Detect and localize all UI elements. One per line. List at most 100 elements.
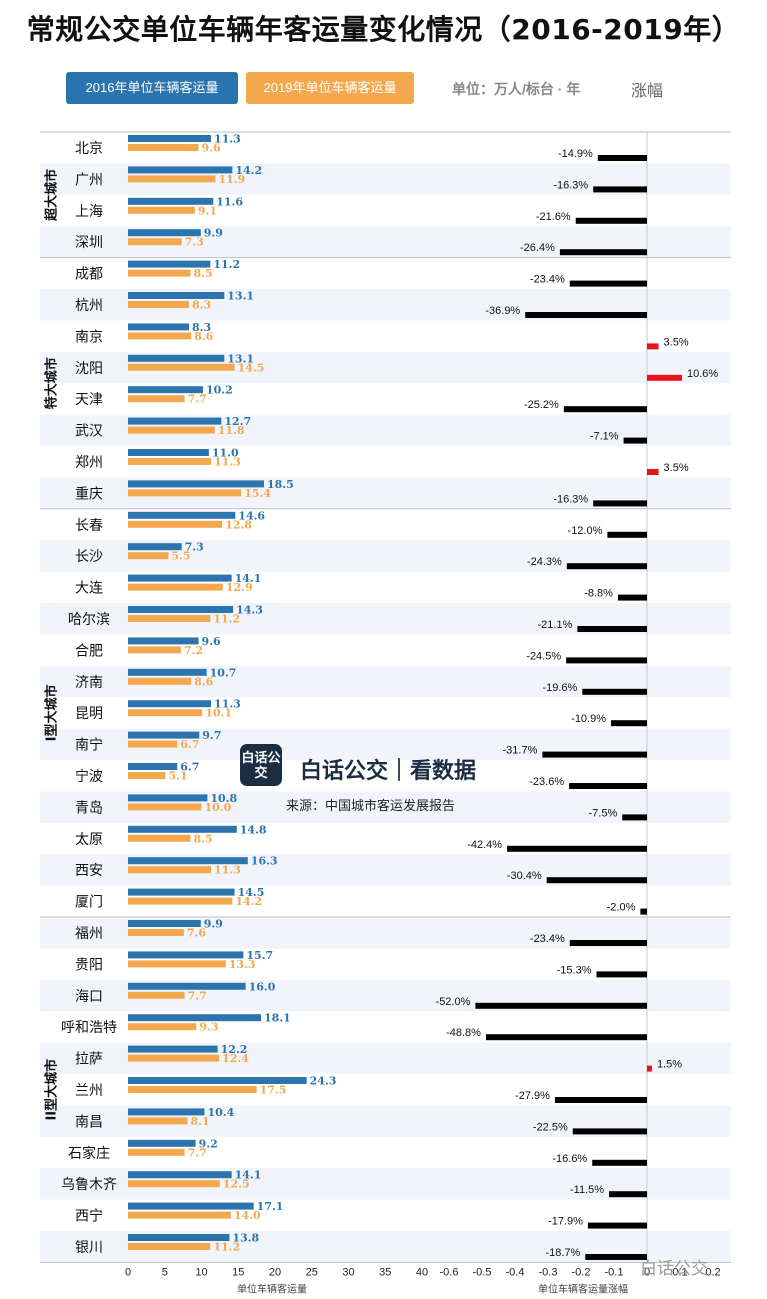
- change-bar: [572, 1128, 647, 1135]
- left-axis-tick: 25: [306, 1266, 318, 1278]
- value-label-2016: 16.0: [249, 980, 276, 993]
- change-bar: [542, 751, 647, 758]
- change-bar: [569, 940, 647, 946]
- value-label-2019: 7.3: [185, 236, 204, 249]
- bar-2016: [128, 260, 211, 268]
- change-bar: [622, 814, 647, 821]
- value-label-2019: 17.5: [260, 1084, 287, 1097]
- value-label-2016: 14.1: [235, 1169, 262, 1182]
- bar-2016: [128, 292, 225, 299]
- bar-2019: [128, 834, 191, 842]
- change-bar: [609, 1191, 647, 1198]
- city-label: 太原: [75, 832, 103, 848]
- value-label-2016: 12.2: [221, 1043, 248, 1056]
- change-bar: [596, 971, 647, 978]
- bar-2019: [128, 803, 202, 811]
- change-bar: [647, 374, 682, 381]
- city-label: 长沙: [75, 549, 103, 565]
- bar-2019: [128, 1243, 211, 1250]
- change-label: -21.6%: [536, 211, 571, 223]
- city-label: 海口: [75, 989, 103, 1005]
- left-axis-label: 单位车辆客运量: [237, 1282, 307, 1295]
- change-bar: [577, 626, 647, 632]
- left-axis-tick: 15: [232, 1266, 244, 1278]
- value-label-2016: 10.2: [206, 384, 233, 397]
- bar-2016: [128, 1139, 196, 1147]
- bar-2016: [128, 700, 212, 708]
- value-label-2019: 12.5: [223, 1178, 250, 1191]
- group-label: I型大城市: [44, 684, 60, 741]
- bar-2019: [128, 960, 226, 968]
- value-label-2016: 14.6: [238, 509, 265, 522]
- bar-2019: [128, 489, 242, 497]
- left-axis-tick: 5: [162, 1266, 168, 1278]
- change-bar: [575, 217, 647, 224]
- change-bar: [559, 249, 647, 256]
- city-label: 银川: [75, 1240, 103, 1256]
- city-label: 青岛: [75, 800, 103, 816]
- value-label-2019: 6.7: [180, 738, 199, 751]
- city-label: 武汉: [75, 424, 103, 440]
- change-bar: [640, 908, 647, 915]
- change-label: -12.0%: [568, 525, 603, 537]
- value-label-2016: 13.1: [227, 290, 254, 303]
- left-axis-tick: 20: [269, 1266, 281, 1278]
- value-label-2019: 7.6: [187, 927, 206, 940]
- change-bar: [607, 531, 647, 538]
- value-label-2016: 14.3: [236, 604, 263, 617]
- bar-2016: [128, 951, 244, 959]
- city-label: 贵阳: [75, 957, 103, 973]
- right-axis-tick: 0.2: [705, 1266, 720, 1278]
- change-label: -27.9%: [515, 1090, 550, 1102]
- change-label: -2.0%: [607, 902, 636, 914]
- change-label: -21.1%: [538, 619, 573, 631]
- change-bar: [617, 594, 647, 601]
- bar-2019: [128, 583, 223, 591]
- value-label-2019: 9.3: [199, 1021, 218, 1034]
- value-label-2019: 15.4: [244, 487, 271, 500]
- change-label: 3.5%: [664, 336, 689, 348]
- value-label-2019: 8.3: [192, 299, 211, 312]
- change-bar: [475, 1002, 647, 1009]
- bar-2016: [128, 731, 200, 739]
- bar-2016: [128, 229, 201, 237]
- value-label-2019: 7.2: [184, 644, 203, 657]
- bar-2019: [128, 740, 178, 748]
- value-label-2016: 7.3: [185, 541, 204, 554]
- value-label-2019: 10.0: [205, 801, 232, 814]
- city-label: 乌鲁木齐: [61, 1177, 117, 1193]
- group-label: 超大城市: [44, 169, 60, 221]
- value-label-2019: 12.9: [226, 581, 253, 594]
- right-axis-tick: -0.4: [506, 1266, 525, 1278]
- bar-2016: [128, 1234, 230, 1241]
- city-label: 杭州: [75, 298, 103, 314]
- city-label: 石家庄: [68, 1145, 110, 1162]
- change-bar: [566, 657, 647, 664]
- value-label-2019: 8.5: [193, 832, 212, 845]
- bar-2016: [128, 511, 236, 519]
- right-axis-tick: -0.6: [440, 1266, 459, 1278]
- right-axis-tick: 0: [644, 1266, 650, 1278]
- change-label: -14.9%: [558, 148, 593, 160]
- city-label: 西安: [75, 863, 103, 879]
- bar-2016: [128, 574, 232, 582]
- change-bar: [507, 845, 647, 852]
- value-label-2019: 7.7: [188, 1146, 207, 1159]
- bar-2016: [128, 888, 235, 896]
- value-label-2019: 7.7: [188, 989, 207, 1002]
- change-label: -31.7%: [503, 745, 538, 757]
- change-label: -7.5%: [589, 807, 618, 819]
- value-label-2016: 12.7: [224, 415, 251, 428]
- left-axis-tick: 30: [342, 1266, 354, 1278]
- value-label-2016: 9.9: [204, 918, 223, 931]
- bar-2019: [128, 1180, 220, 1188]
- right-axis-tick: -0.3: [539, 1266, 558, 1278]
- city-label: 上海: [75, 204, 103, 220]
- bar-2019: [128, 301, 190, 308]
- value-label-2019: 8.5: [193, 267, 212, 280]
- city-label: 广州: [75, 172, 103, 188]
- change-label: -26.4%: [520, 242, 555, 254]
- change-label: -11.5%: [570, 1184, 604, 1196]
- bar-2016: [128, 480, 264, 488]
